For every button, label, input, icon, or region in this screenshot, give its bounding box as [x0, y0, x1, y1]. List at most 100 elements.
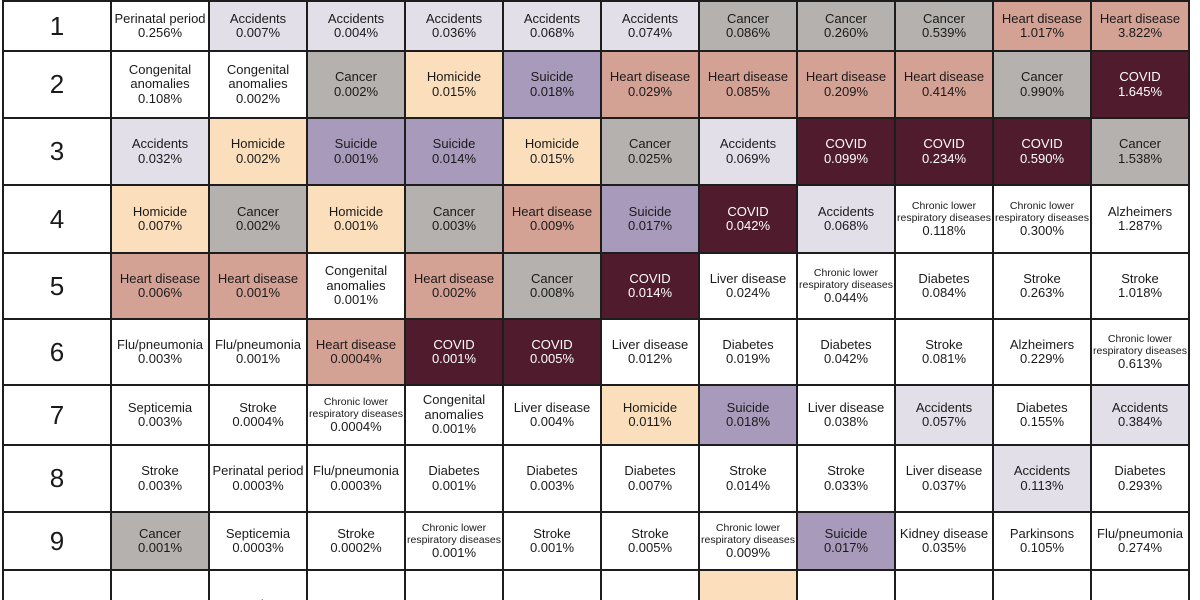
pct-label: 0.105% [1019, 540, 1065, 556]
pct-label: 0.006% [137, 285, 183, 301]
cause-cell-content: Accidents 0.032% [113, 136, 207, 167]
cause-cell: Homicide 0.002% [208, 117, 308, 186]
cause-cell: Cancer 0.539% [894, 0, 994, 52]
cause-cell-content: Cancer 0.990% [995, 69, 1089, 100]
cause-label: Heart disease [707, 69, 789, 85]
cause-label: Stroke [925, 336, 963, 352]
cause-label: Septicemia [127, 399, 193, 415]
pct-label: 0.029% [627, 83, 673, 99]
cause-cell-content: Heart disease 0.002% [407, 271, 501, 302]
cause-cell: Septicemia 0.0003% [208, 511, 308, 571]
pct-label: 0.007% [137, 218, 183, 234]
cause-cell: Perinatal period 0.0003% [208, 444, 308, 513]
cause-cell-content: Stroke 0.0002% [309, 526, 403, 557]
cause-label: Stroke [141, 463, 179, 479]
pct-label: 0.260% [823, 25, 869, 41]
cause-cell: Parkinsons 0.105% [992, 511, 1092, 571]
pct-label: 0.074% [627, 25, 673, 41]
cause-cell-content: Accidents 0.069% [701, 136, 795, 167]
cause-label: COVID [825, 136, 867, 152]
cause-label: Heart disease [217, 270, 299, 286]
cause-cell: Heart disease 0.085% [698, 50, 798, 119]
cause-cell: Diabetes 0.042% [796, 318, 896, 386]
cause-cell: Heart disease 0.001% [208, 252, 308, 320]
cause-cell: Flu/pneumonia 0.001% [208, 318, 308, 386]
pct-label: 0.068% [529, 25, 575, 41]
cause-cell: Chronic lower respiratory diseases 0.009% [698, 511, 798, 571]
cause-cell-content: Heart disease 0.209% [799, 69, 893, 100]
cause-label: Kidney disease [899, 525, 989, 541]
cause-cell-content: Suicide 0.017% [603, 204, 697, 235]
cause-cell: Stroke 0.0004% [208, 384, 308, 446]
pct-label: 0.384% [1117, 414, 1163, 430]
cause-label: Heart disease [609, 69, 691, 85]
pct-label: 3.822% [1117, 25, 1163, 41]
cause-cell: Accidents 0.068% [796, 184, 896, 254]
pct-label: 0.018% [529, 83, 575, 99]
cause-cell-content: Stroke 0.263% [995, 271, 1089, 302]
pct-label: 0.015% [529, 150, 575, 166]
cause-cell-content: Homicide 0.011% [603, 400, 697, 431]
cause-label: Cancer [433, 203, 475, 219]
cause-label: Flu/pneumonia [117, 336, 203, 352]
cause-label: Cancer [237, 203, 279, 219]
cause-label: Heart disease [315, 336, 397, 352]
cause-cell-content: COVID 1.645% [1093, 69, 1187, 100]
cause-label: Parkinsons [1009, 525, 1075, 541]
cause-cell-content: Chronic lower respiratory diseases 0.300% [995, 199, 1089, 239]
cause-label: Liver disease [611, 336, 689, 352]
pct-label: 0.005% [627, 540, 673, 556]
pct-label: 0.024% [725, 285, 771, 301]
cause-cell: Congenital anomalies 0.002% [208, 50, 308, 119]
cause-cell: Accidents 0.384% [1090, 384, 1190, 446]
cause-cell: Cancer 0.260% [796, 0, 896, 52]
cause-cell: COVID 0.005% [502, 318, 602, 386]
cause-label: Chronic lower respiratory diseases [407, 521, 501, 546]
cause-label: Cancer [825, 10, 867, 26]
cause-cell: Chronic lower respiratory diseases 0.300% [992, 184, 1092, 254]
cause-cell-content: Diabetes 0.001% [407, 463, 501, 494]
pct-label: 1.018% [1117, 285, 1163, 301]
cause-cell: Diabetes 0.001% [404, 444, 504, 513]
cause-cell-content: Flu/pneumonia 0.0003% [309, 463, 403, 494]
pct-label: 0.009% [529, 218, 575, 234]
table-row: 2 Congenital anomalies 0.108% Congenital an… [2, 50, 1190, 119]
cause-cell: Accidents 0.113% [992, 444, 1092, 513]
cause-label: Diabetes [526, 463, 578, 479]
pct-label: 0.001% [431, 544, 477, 560]
cause-cell: Chronic lower respiratory diseases 0.118% [894, 184, 994, 254]
cause-label: Heart disease [511, 203, 593, 219]
cause-cell-content: Heart disease 0.029% [603, 69, 697, 100]
pct-label: 0.0004% [330, 418, 382, 434]
cause-label: Stroke [729, 463, 767, 479]
pct-label: 0.008% [529, 285, 575, 301]
pct-label: 0.069% [725, 150, 771, 166]
pct-label: 1.538% [1117, 150, 1163, 166]
cause-cell-content: Chronic lower respiratory diseases 0.009% [701, 521, 795, 561]
cause-cell [306, 569, 406, 600]
cause-cell-content: Liver disease 0.024% [701, 271, 795, 302]
pct-label: 0.001% [137, 540, 183, 556]
cause-label: Chronic lower respiratory diseases [309, 395, 403, 420]
cause-label: Suicide [334, 136, 378, 152]
cause-label: Homicide [426, 69, 482, 85]
cause-cell-content: Chronic lower respiratory diseases 0.0004… [309, 395, 403, 435]
cause-label: COVID [727, 203, 769, 219]
cause-cell-content: COVID 0.099% [799, 136, 893, 167]
cause-cell: Accidents 0.068% [502, 0, 602, 52]
cause-cell: COVID 0.014% [600, 252, 700, 320]
pct-label: 0.003% [137, 351, 183, 367]
pct-label: 0.038% [823, 414, 869, 430]
cause-label: Accidents [327, 10, 385, 26]
cause-cell: Stroke 0.003% [110, 444, 210, 513]
cause-cell: COVID 0.001% [404, 318, 504, 386]
cause-cell: Kidney disease 0.035% [894, 511, 994, 571]
pct-label: 0.0003% [330, 477, 382, 493]
cause-cell: COVID 0.590% [992, 117, 1092, 186]
pct-label: 0.001% [431, 351, 477, 367]
cause-cell-content: COVID 0.042% [701, 203, 795, 235]
cause-label: Accidents [1111, 399, 1169, 415]
cause-cell-content: Chronic lower respiratory diseases 0.118% [897, 199, 991, 239]
cause-label: Suicide [432, 136, 476, 152]
cause-cell-content: Homicide 0.015% [505, 136, 599, 167]
